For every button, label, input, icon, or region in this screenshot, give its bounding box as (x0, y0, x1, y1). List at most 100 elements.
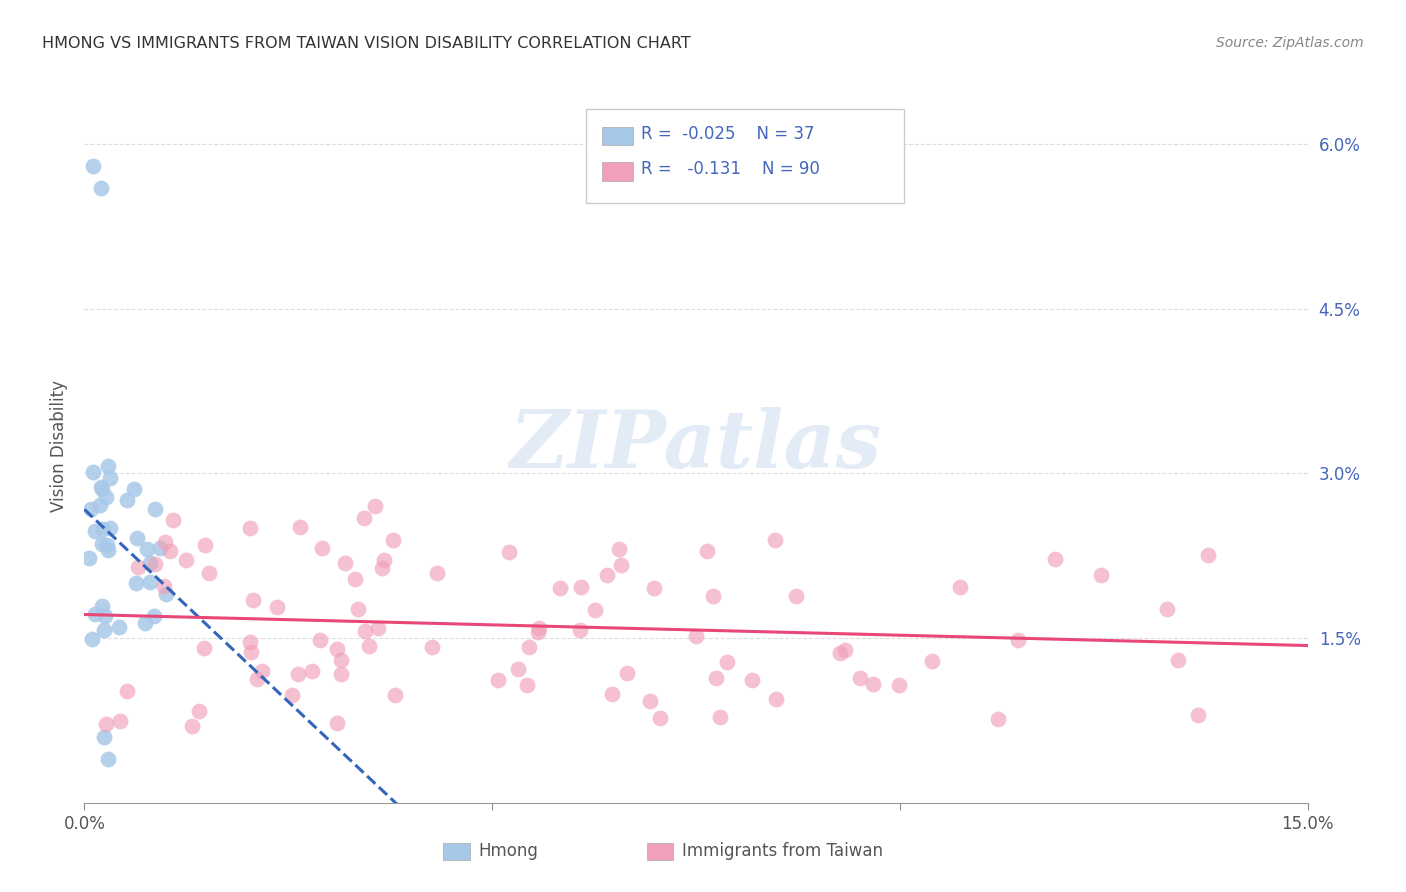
Y-axis label: Vision Disability: Vision Disability (51, 380, 69, 512)
Point (600, 687, 623, 701)
Point (90, 599, 112, 613)
Point (709, 710, 731, 724)
Point (83, 524, 105, 539)
Point (1090, 568, 1112, 582)
Point (517, 640, 540, 654)
Text: Source: ZipAtlas.com: Source: ZipAtlas.com (1216, 36, 1364, 50)
Point (97, 543, 120, 558)
Point (696, 543, 718, 558)
Point (308, 632, 330, 647)
Point (239, 635, 262, 649)
Point (367, 621, 389, 635)
Point (143, 501, 166, 516)
Point (354, 624, 377, 638)
Point (98, 471, 121, 485)
Point (155, 587, 177, 601)
Point (91, 522, 114, 536)
Point (353, 511, 375, 525)
Point (364, 500, 387, 514)
Point (550, 581, 572, 595)
Point (987, 712, 1010, 726)
Point (704, 671, 727, 685)
Point (949, 580, 972, 594)
Point (245, 673, 267, 687)
Point (77, 551, 100, 566)
Point (1043, 552, 1066, 566)
Point (127, 560, 149, 574)
Point (529, 621, 551, 635)
Text: HMONG VS IMMIGRANTS FROM TAIWAN VISION DISABILITY CORRELATION CHART: HMONG VS IMMIGRANTS FROM TAIWAN VISION D… (42, 36, 690, 51)
Point (583, 603, 606, 617)
Point (124, 575, 146, 590)
Point (382, 533, 405, 547)
Point (82, 465, 104, 479)
Point (79, 502, 101, 516)
Point (763, 533, 786, 547)
Point (97, 458, 120, 473)
Point (94, 609, 117, 624)
Point (117, 493, 139, 508)
Point (921, 654, 943, 668)
Point (288, 519, 311, 533)
Point (188, 705, 211, 719)
Point (741, 673, 763, 687)
Point (1007, 632, 1029, 647)
Point (90, 482, 112, 496)
Point (139, 556, 162, 570)
Point (596, 567, 619, 582)
Point (765, 692, 787, 706)
Point (242, 593, 264, 607)
Point (98, 521, 121, 535)
Point (516, 678, 538, 692)
Point (426, 566, 449, 580)
Point (1167, 653, 1189, 667)
Point (508, 662, 530, 676)
Point (616, 665, 638, 680)
Point (96, 490, 118, 504)
Point (716, 655, 738, 669)
Point (1187, 708, 1209, 723)
Point (373, 553, 395, 567)
Point (638, 694, 661, 708)
Point (862, 677, 884, 691)
Point (311, 541, 333, 555)
Point (239, 521, 262, 535)
Text: R =   -0.131    N = 90: R = -0.131 N = 90 (641, 161, 820, 178)
Point (97, 752, 120, 766)
Point (122, 482, 145, 496)
Point (643, 582, 665, 596)
Text: ZIPatlas: ZIPatlas (510, 408, 882, 484)
Point (143, 558, 166, 572)
Point (162, 513, 184, 527)
Point (568, 623, 591, 637)
Point (125, 531, 148, 545)
Point (93, 730, 115, 744)
Point (889, 678, 911, 692)
Point (193, 640, 215, 655)
Point (94, 716, 117, 731)
Point (301, 665, 323, 679)
Point (93, 623, 115, 637)
Point (347, 601, 370, 615)
Point (607, 542, 630, 557)
Point (420, 640, 443, 654)
Point (90, 181, 112, 195)
Point (136, 542, 159, 557)
Point (281, 688, 304, 702)
Point (143, 609, 166, 624)
Point (344, 572, 367, 586)
Point (834, 643, 856, 657)
Point (108, 714, 131, 728)
Point (569, 580, 592, 594)
Point (89, 498, 111, 512)
Point (83, 607, 105, 621)
Point (1156, 601, 1178, 615)
Point (610, 558, 633, 572)
Point (159, 544, 181, 558)
Point (82, 159, 104, 173)
Point (90, 480, 112, 494)
Point (486, 673, 509, 687)
Point (139, 574, 162, 589)
Point (685, 629, 707, 643)
Point (174, 553, 197, 567)
